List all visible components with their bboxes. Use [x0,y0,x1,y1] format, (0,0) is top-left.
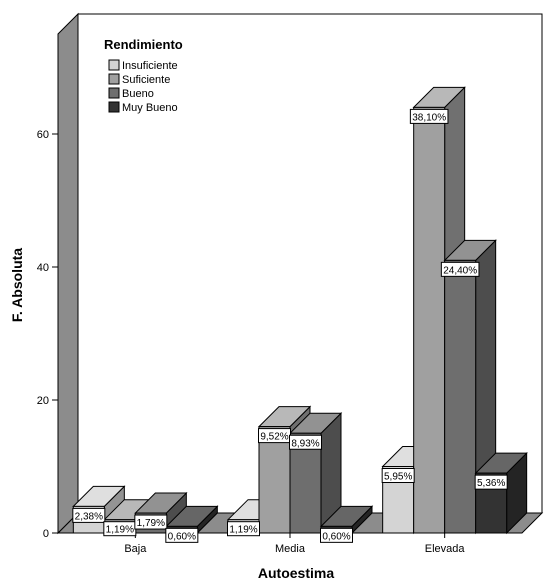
x-tick-label: Media [275,543,306,555]
data-label: 8,93% [289,434,322,450]
data-label: 38,10% [409,108,449,124]
legend-label: Muy Bueno [122,102,178,114]
legend-title: Rendimiento [104,37,183,52]
legend: Rendimiento Insuficiente Suficiente Bueno M… [104,37,183,114]
data-label-text: 0,60% [168,531,196,542]
data-label-text: 1,79% [137,518,165,529]
data-label: 24,40% [440,261,480,277]
legend-label: Suficiente [122,74,170,86]
data-label-box [474,474,508,490]
data-label: 0,60% [165,527,199,543]
data-label-box [227,521,260,537]
data-label-text: 2,38% [75,511,103,522]
data-label: 5,36% [474,474,508,490]
data-label-box [72,507,106,523]
y-axis: 0 20 40 60 [37,34,59,540]
data-label-text: 1,19% [229,525,257,536]
bar-front [289,432,322,534]
legend-label: Bueno [122,88,154,100]
bar [474,451,528,535]
data-label-text: 5,36% [477,478,505,489]
data-label: 0,60% [320,527,353,543]
data-label-box [289,434,322,450]
data-label-box [409,108,449,124]
data-label: 1,19% [227,521,260,537]
data-label-text: 8,93% [291,438,319,449]
bar-front [413,106,446,534]
x-axis: Baja Media Elevada [58,532,522,555]
bar [288,412,343,535]
y-axis-label: F. Absoluta [9,248,25,322]
legend-label: Insuficiente [122,60,178,72]
data-label-box [165,527,199,543]
data-label-text: 24,40% [443,265,477,276]
data-label: 1,79% [134,514,168,530]
data-label-box [440,261,480,277]
y-tick-label: 40 [37,262,49,274]
data-label-text: 9,52% [260,432,288,443]
y-tick-label: 20 [37,395,49,407]
data-label-box [381,468,415,483]
data-label-box [320,527,353,543]
legend-swatch [108,87,120,99]
x-tick-label: Elevada [425,543,466,555]
legend-swatch [108,73,120,85]
y-tick-label: 0 [43,528,49,540]
data-label-text: 0,60% [322,531,350,542]
data-label: 9,52% [258,428,291,444]
data-label: 5,95% [381,468,415,483]
x-axis-label: Autoestima [258,565,334,581]
data-label-text: 5,95% [384,472,412,483]
x-tick-label: Baja [124,543,147,555]
data-label-text: 1,19% [106,525,134,536]
data-label: 2,38% [72,507,106,523]
side-wall [57,12,79,535]
y-tick-label: 60 [37,129,49,141]
data-label-text: 38,10% [412,112,446,123]
bar-front [444,259,477,534]
data-labels: 2,38%1,19%1,79%0,60%1,19%9,52%8,93%0,60%… [72,108,508,543]
legend-swatch [108,101,120,113]
legend-swatch [108,59,120,71]
data-label: 1,19% [103,521,137,537]
data-label-box [134,514,168,530]
